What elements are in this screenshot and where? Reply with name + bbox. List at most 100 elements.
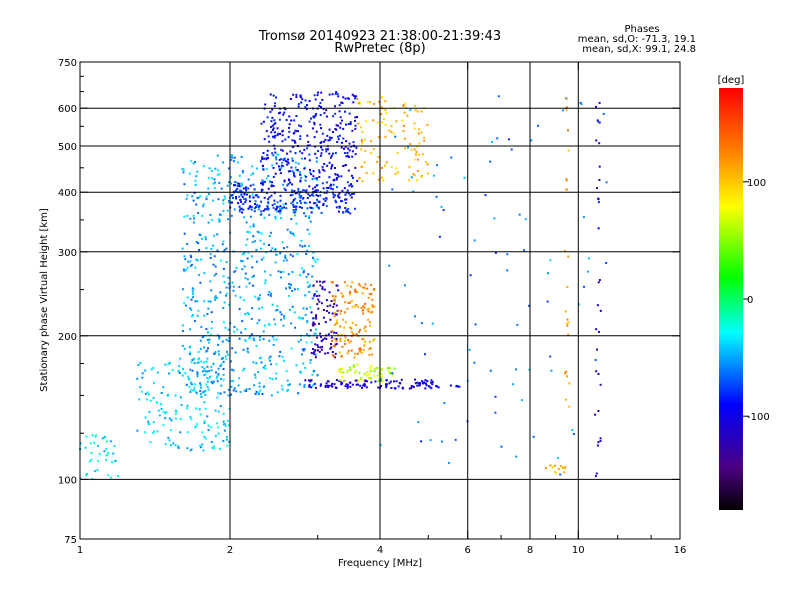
scatter-point — [494, 395, 497, 398]
scatter-point — [312, 317, 315, 320]
scatter-point — [221, 340, 224, 343]
scatter-point — [348, 142, 351, 145]
scatter-point — [97, 444, 99, 447]
scatter-point — [406, 114, 409, 117]
scatter-point — [416, 158, 419, 161]
scatter-point — [265, 158, 268, 161]
scatter-point — [263, 216, 266, 219]
scatter-point — [152, 366, 155, 369]
scatter-point — [450, 156, 453, 159]
scatter-point — [162, 424, 165, 427]
scatter-point — [360, 126, 363, 129]
scatter-point — [203, 422, 206, 424]
scatter-point — [219, 447, 222, 450]
scatter-point — [351, 155, 354, 158]
scatter-point — [496, 137, 499, 140]
scatter-point — [286, 152, 289, 155]
scatter-point — [236, 187, 239, 190]
scatter-point — [281, 161, 284, 164]
scatter-point — [424, 382, 427, 385]
scatter-point — [361, 180, 364, 183]
scatter-point — [298, 193, 301, 196]
scatter-point — [564, 310, 567, 313]
scatter-point — [315, 194, 318, 197]
scatter-point — [274, 261, 277, 264]
scatter-point — [340, 101, 343, 104]
scatter-point — [331, 382, 334, 385]
scatter-point — [275, 96, 277, 99]
x-tick-label: 10 — [572, 545, 585, 556]
scatter-point — [426, 123, 429, 126]
scatter-point — [339, 379, 342, 381]
scatter-point — [312, 348, 314, 350]
scatter-point — [343, 380, 346, 383]
scatter-point — [174, 394, 177, 397]
scatter-point — [356, 179, 359, 182]
scatter-point — [303, 269, 306, 272]
scatter-point — [553, 464, 556, 467]
scatter-point — [557, 468, 560, 471]
scatter-point — [306, 196, 309, 199]
scatter-point — [238, 185, 241, 188]
scatter-point — [315, 156, 318, 159]
scatter-point — [275, 205, 278, 208]
scatter-point — [362, 338, 365, 341]
scatter-point — [286, 228, 289, 231]
scatter-point — [267, 293, 270, 296]
scatter-point — [308, 290, 311, 293]
scatter-point — [242, 348, 245, 351]
scatter-point — [494, 251, 497, 254]
scatter-point — [414, 104, 417, 107]
chart-title: Tromsø 20140923 21:38:00-21:39:43 — [258, 29, 501, 44]
scatter-point — [245, 285, 248, 288]
scatter-point — [474, 323, 477, 326]
scatter-point — [282, 183, 285, 186]
scatter-point — [210, 248, 213, 250]
scatter-point — [252, 235, 255, 238]
scatter-point — [348, 381, 351, 384]
scatter-point — [368, 353, 371, 356]
scatter-point — [332, 298, 335, 301]
scatter-point — [238, 182, 241, 185]
scatter-point — [366, 371, 369, 374]
scatter-point — [532, 435, 535, 438]
scatter-point — [359, 384, 362, 387]
scatter-point — [253, 207, 256, 210]
scatter-point — [325, 299, 328, 302]
scatter-point — [334, 313, 337, 316]
scatter-point — [271, 204, 274, 207]
scatter-point — [594, 359, 597, 361]
scatter-point — [340, 146, 343, 149]
scatter-point — [252, 183, 255, 186]
scatter-point — [153, 382, 155, 385]
scatter-point — [219, 392, 222, 395]
scatter-point — [196, 314, 199, 317]
scatter-point — [207, 428, 210, 431]
scatter-point — [339, 337, 342, 340]
scatter-point — [329, 138, 332, 141]
scatter-point — [278, 158, 281, 161]
scatter-point — [105, 448, 108, 450]
scatter-point — [253, 210, 256, 213]
scatter-point — [201, 214, 204, 217]
scatter-point — [343, 152, 346, 154]
scatter-point — [430, 379, 433, 382]
scatter-point — [349, 385, 352, 388]
scatter-point — [597, 441, 600, 444]
scatter-point — [279, 252, 282, 255]
scatter-point — [144, 392, 147, 395]
scatter-point — [310, 379, 313, 382]
scatter-point — [223, 249, 226, 252]
scatter-point — [208, 338, 211, 341]
scatter-point — [339, 312, 342, 315]
scatter-point — [247, 187, 250, 190]
scatter-point — [228, 181, 230, 184]
scatter-point — [260, 190, 263, 193]
colorbar — [719, 88, 743, 510]
scatter-point — [284, 138, 287, 141]
scatter-point — [205, 383, 208, 386]
scatter-point — [284, 254, 287, 257]
scatter-point — [156, 401, 158, 404]
scatter-point — [331, 93, 334, 96]
scatter-point — [305, 341, 308, 344]
